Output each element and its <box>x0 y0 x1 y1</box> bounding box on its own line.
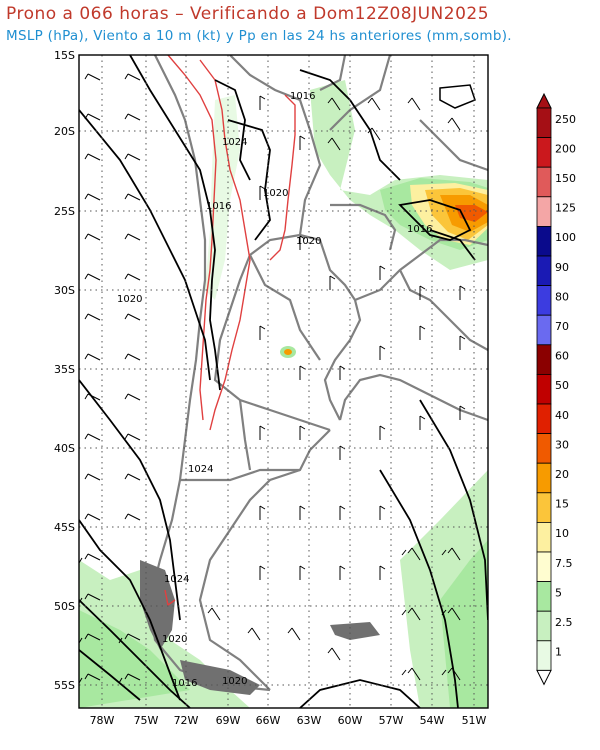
lon-label: 63W <box>297 714 322 727</box>
graticule <box>79 55 488 708</box>
lon-axis: 78W 75W 72W 69W 66W 63W 60W 57W 54W 51W <box>90 714 487 727</box>
lon-label: 75W <box>134 714 159 727</box>
lon-label: 66W <box>256 714 281 727</box>
isobar-label: 1024 <box>222 137 247 148</box>
colorbar-segment <box>536 551 552 583</box>
lat-label: 30S <box>54 284 75 297</box>
isobar-label: 1020 <box>117 294 142 305</box>
colorbar-segment <box>536 492 552 523</box>
colorbar-segment <box>536 640 552 671</box>
isobar-label: 1016 <box>172 678 197 689</box>
isobar-label: 1020 <box>296 236 321 247</box>
colorbar-segment <box>536 166 552 198</box>
lat-axis: 15S 20S 25S 30S 35S 40S 45S 50S 55S <box>54 49 75 692</box>
lat-label: 45S <box>54 521 75 534</box>
lon-label: 51W <box>462 714 487 727</box>
lon-label: 60W <box>338 714 363 727</box>
colorbar-top-arrow <box>536 92 552 109</box>
tierra-del-fuego <box>140 84 476 695</box>
isobar-label: 1020 <box>162 634 187 645</box>
colorbar-label: 150 <box>555 172 576 185</box>
isobar-labels: 1016 1024 1020 1016 1020 1020 1016 1024 … <box>117 91 432 689</box>
colorbar-segment <box>536 581 552 612</box>
colorbar-label: 80 <box>555 290 569 303</box>
colorbar: 250 200 150 125 100 90 80 70 60 50 40 30 20 15 10 7.5 5 2… <box>536 92 576 686</box>
isobar-label: 1024 <box>164 574 189 585</box>
colorbar-segment <box>536 137 552 168</box>
topo-contour <box>164 55 296 607</box>
isobar-label: 1016 <box>407 224 432 235</box>
colorbar-label: 250 <box>555 113 576 126</box>
lon-label: 72W <box>174 714 199 727</box>
colorbar-segment <box>536 344 552 375</box>
colorbar-segment <box>536 107 552 139</box>
lat-label: 15S <box>54 49 75 62</box>
colorbar-label: 5 <box>555 586 562 599</box>
map-subtitle: MSLP (hPa), Viento a 10 m (kt) y Pp en l… <box>6 28 512 44</box>
colorbar-label: 60 <box>555 350 569 363</box>
colorbar-label: 70 <box>555 320 569 333</box>
map-frame <box>78 54 489 709</box>
colorbar-segment <box>536 285 552 316</box>
lon-label: 57W <box>379 714 404 727</box>
lon-label: 78W <box>90 714 115 727</box>
lon-label: 54W <box>420 714 445 727</box>
colorbar-segment <box>536 610 552 642</box>
colorbar-segment <box>536 403 552 435</box>
isobar-label: 1016 <box>290 91 315 102</box>
lat-label: 50S <box>54 600 75 613</box>
colorbar-segment <box>536 225 552 257</box>
colorbar-label: 100 <box>555 231 576 244</box>
colorbar-bottom-arrow <box>536 669 552 686</box>
isobar-label: 1020 <box>222 676 247 687</box>
isobar-label: 1016 <box>206 201 231 212</box>
colorbar-segment <box>536 433 552 464</box>
map-title: Prono a 066 horas – Verificando a Dom12Z… <box>6 4 490 24</box>
colorbar-label: 125 <box>555 202 576 215</box>
lat-label: 55S <box>54 679 75 692</box>
lat-label: 40S <box>54 442 75 455</box>
colorbar-label: 2.5 <box>555 616 573 629</box>
colorbar-segment <box>536 462 552 494</box>
colorbar-label: 30 <box>555 438 569 451</box>
colorbar-segment <box>536 373 552 405</box>
colorbar-label: 10 <box>555 527 569 540</box>
lat-label: 35S <box>54 363 75 376</box>
isobar-label: 1020 <box>263 188 288 199</box>
isobars <box>79 55 488 708</box>
lat-label: 25S <box>54 205 75 218</box>
lon-label: 69W <box>216 714 241 727</box>
colorbar-label: 15 <box>555 498 569 511</box>
colorbar-label: 200 <box>555 142 576 155</box>
colorbar-label: 7.5 <box>555 557 573 570</box>
colorbar-label: 1 <box>555 646 562 659</box>
isobar-label: 1024 <box>188 464 213 475</box>
colorbar-label: 90 <box>555 261 569 274</box>
colorbar-segment <box>536 196 552 227</box>
colorbar-label: 50 <box>555 379 569 392</box>
colorbar-segment <box>536 314 552 346</box>
colorbar-segment <box>536 255 552 287</box>
lat-label: 20S <box>54 125 75 138</box>
colorbar-segment <box>536 522 552 553</box>
colorbar-label: 20 <box>555 468 569 481</box>
colorbar-label: 40 <box>555 409 569 422</box>
